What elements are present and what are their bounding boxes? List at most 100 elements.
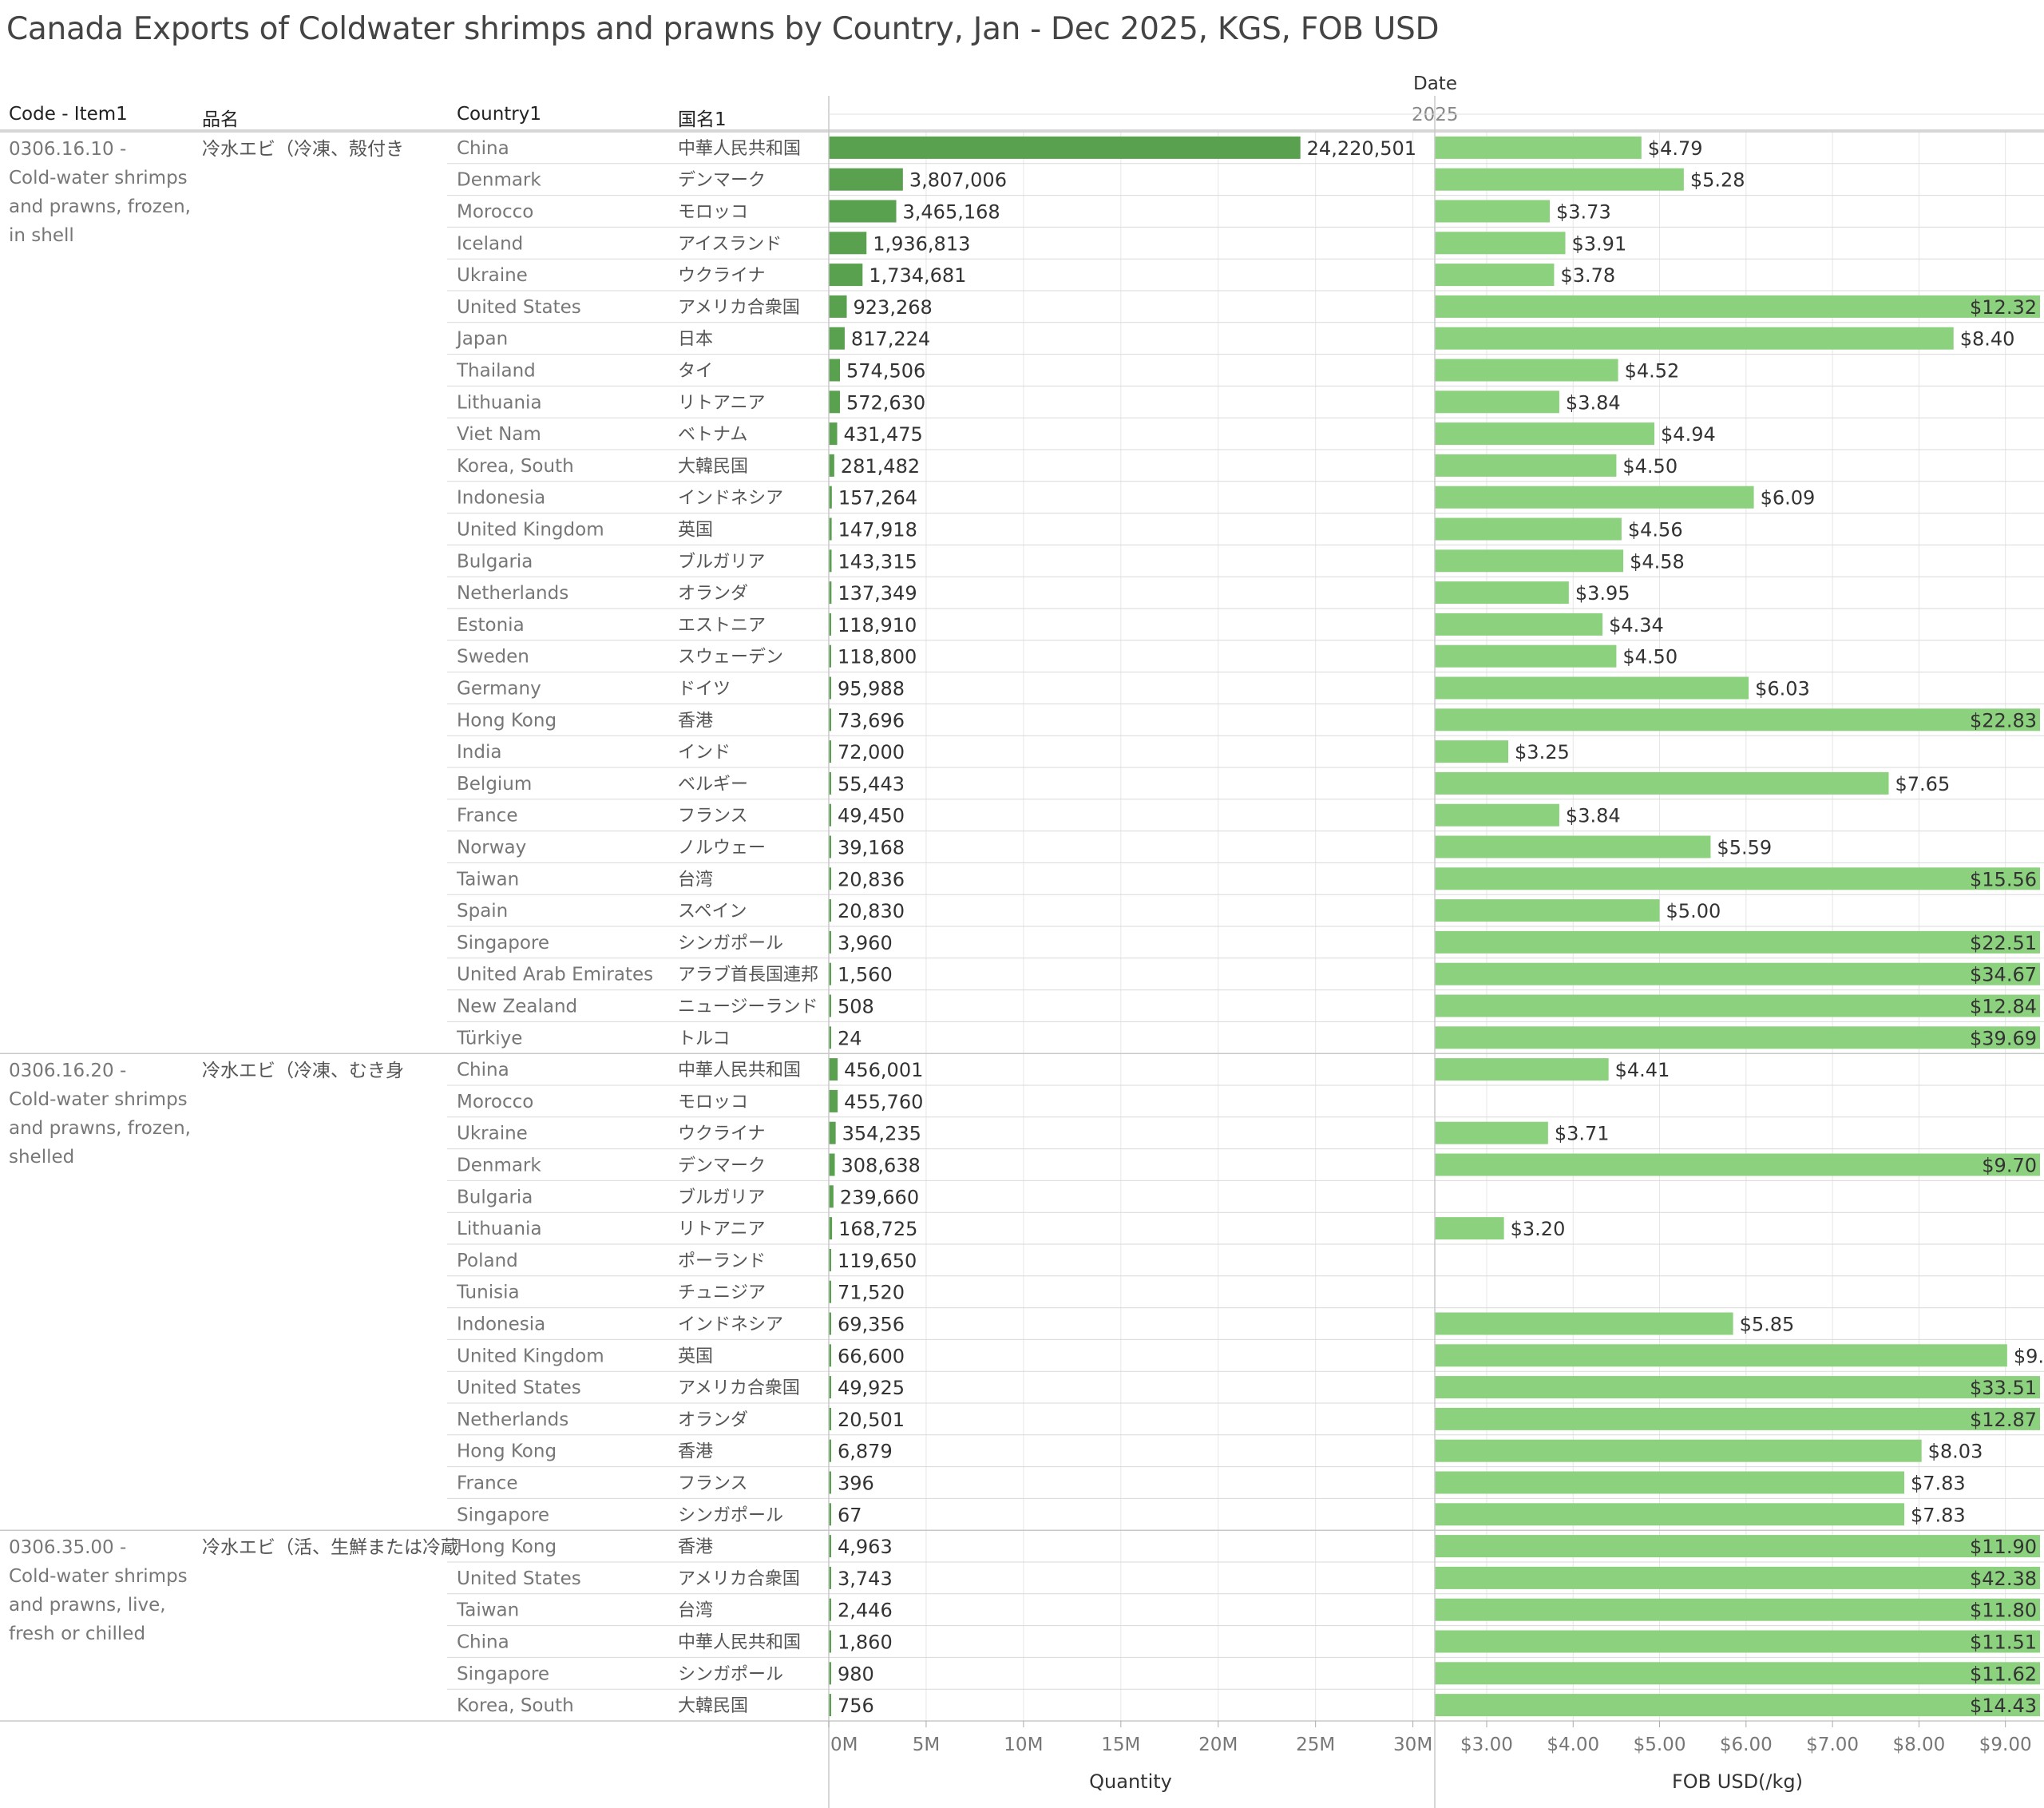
country-label: Tunisia (456, 1283, 520, 1303)
price-data-label: $7.83 (1911, 1504, 1966, 1526)
jp-country-label: 大韓民国 (678, 457, 748, 477)
quantity-bar (829, 613, 831, 636)
jp-country-label: モロッコ (678, 203, 748, 223)
country-label: United States (457, 1378, 581, 1398)
quantity-data-label: 118,910 (838, 614, 917, 636)
price-bar (1435, 232, 1566, 255)
country-label: Sweden (457, 647, 529, 668)
page-title: Canada Exports of Coldwater shrimps and … (6, 11, 1440, 47)
price-bar (1435, 359, 1618, 382)
country-label: Singapore (457, 933, 549, 954)
price-bar (1435, 486, 1754, 509)
price-bar (1435, 1344, 2007, 1367)
price-data-label: $7.65 (1895, 773, 1951, 795)
header-country[interactable]: Country1 (457, 104, 542, 125)
quantity-data-label: 281,482 (841, 455, 920, 478)
quantity-bar (829, 391, 840, 414)
quantity-data-label: 143,315 (838, 550, 917, 573)
price-data-label: $42.38 (1970, 1568, 2037, 1590)
quantity-tick-label: 5M (913, 1735, 940, 1755)
price-data-label: $3.95 (1575, 582, 1630, 605)
quantity-bar (829, 930, 831, 954)
price-data-label: $12.32 (1970, 296, 2037, 319)
jp-country-label: アメリカ合衆国 (678, 1378, 800, 1398)
price-data-label: $15.56 (1970, 868, 2037, 890)
quantity-data-label: 71,520 (838, 1282, 905, 1304)
quantity-data-label: 756 (838, 1695, 874, 1717)
quantity-bar (829, 359, 841, 382)
quantity-data-label: 137,349 (838, 582, 917, 605)
quantity-bar (829, 581, 832, 605)
price-bar (1435, 803, 1559, 827)
price-bar (1435, 327, 1954, 350)
price-bar (1435, 1153, 2040, 1176)
quantity-bar (829, 994, 831, 1017)
jp-country-label: 中華人民共和国 (678, 1633, 801, 1653)
jp-country-label: スペイン (678, 902, 747, 922)
quantity-tick-label: 30M (1393, 1735, 1432, 1755)
quantity-bar (829, 549, 832, 573)
jp-country-label: 香港 (678, 711, 713, 731)
price-bar (1435, 1058, 1609, 1081)
price-bar (1435, 549, 1624, 573)
jp-country-label: デンマーク (678, 1156, 766, 1176)
quantity-data-label: 24,220,501 (1307, 137, 1416, 160)
jp-country-label: ベルギー (678, 775, 748, 795)
country-label: Ukraine (457, 265, 528, 286)
item-description-line: Cold-water shrimps (9, 1566, 188, 1587)
country-label: Spain (457, 901, 508, 922)
quantity-data-label: 2,446 (838, 1600, 893, 1622)
price-bar (1435, 1217, 1504, 1240)
quantity-bar (829, 1598, 831, 1621)
price-tick-label: $5.00 (1634, 1735, 1686, 1755)
price-bar (1435, 1598, 2040, 1621)
quantity-data-label: 1,860 (838, 1632, 893, 1654)
price-bar (1435, 1026, 2040, 1049)
quantity-data-label: 456,001 (844, 1059, 923, 1081)
price-data-label: $8.03 (1928, 1441, 1983, 1463)
quantity-data-label: 49,925 (838, 1377, 905, 1399)
jp-country-label: 中華人民共和国 (678, 1061, 801, 1080)
quantity-bar (829, 1439, 831, 1462)
price-data-label: $11.51 (1970, 1632, 2037, 1654)
quantity-bar (829, 771, 831, 795)
price-data-label: $9.70 (1982, 1155, 2037, 1177)
header-jp-item[interactable]: 品名 (202, 109, 239, 130)
quantity-data-label: 147,918 (838, 519, 917, 541)
country-label: Japan (455, 329, 508, 350)
country-label: United Arab Emirates (457, 965, 653, 985)
jp-country-label: 日本 (678, 330, 713, 350)
quantity-bar (829, 1662, 831, 1685)
price-data-label: $11.80 (1970, 1600, 2037, 1622)
header-code-item[interactable]: Code - Item1 (9, 104, 128, 125)
price-data-label: $14.43 (1970, 1695, 2037, 1717)
quantity-tick-label: 25M (1296, 1735, 1335, 1755)
price-data-label: $5.85 (1740, 1314, 1795, 1336)
country-label: Denmark (457, 170, 541, 191)
quantity-bar (829, 168, 903, 191)
quantity-data-label: 24 (838, 1027, 862, 1049)
item-jp-name: 冷水エビ（冷凍、むき身 (202, 1061, 404, 1081)
quantity-bar (829, 1121, 836, 1144)
price-tick-label: $3.00 (1460, 1735, 1513, 1755)
country-label: Hong Kong (457, 1536, 557, 1557)
price-bar (1435, 771, 1889, 795)
country-label: Singapore (457, 1505, 549, 1525)
country-label: New Zealand (457, 997, 577, 1017)
price-bar (1435, 994, 2040, 1017)
quantity-data-label: 118,800 (838, 646, 917, 668)
item-description-line: and prawns, frozen, (9, 196, 191, 217)
country-label: Lithuania (457, 392, 542, 413)
country-label: Viet Nam (457, 424, 541, 445)
header-jp-country[interactable]: 国名1 (678, 109, 727, 130)
jp-country-label: ドイツ (678, 680, 731, 700)
country-label: Taiwan (456, 1600, 519, 1621)
price-bar (1435, 930, 2040, 954)
country-label: Bulgaria (457, 551, 533, 572)
price-data-label: $11.90 (1970, 1536, 2037, 1558)
price-bar (1435, 391, 1559, 414)
quantity-bar (829, 517, 832, 541)
jp-country-label: スウェーデン (678, 648, 783, 668)
price-bar (1435, 708, 2040, 732)
jp-country-label: シンガポール (678, 934, 783, 954)
